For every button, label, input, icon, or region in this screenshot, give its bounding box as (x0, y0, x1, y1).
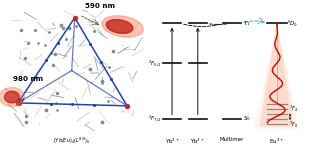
Ellipse shape (0, 87, 25, 107)
Text: Yb$^{3+}$: Yb$^{3+}$ (190, 137, 205, 146)
Text: $^7F_4$: $^7F_4$ (289, 104, 298, 114)
Text: $T_1$: $T_1$ (243, 19, 250, 28)
Ellipse shape (102, 16, 143, 37)
Text: $^2F_{7/2}$: $^2F_{7/2}$ (148, 114, 162, 123)
Polygon shape (254, 22, 299, 129)
Text: $^7F_0$: $^7F_0$ (289, 120, 298, 130)
Text: $^2F_{5/2}$: $^2F_{5/2}$ (148, 58, 162, 68)
Polygon shape (259, 22, 294, 127)
Text: Yb$^{3+}$: Yb$^{3+}$ (164, 137, 180, 146)
Text: Multimer: Multimer (220, 137, 244, 142)
Text: 980 nm: 980 nm (13, 76, 44, 82)
Ellipse shape (106, 20, 133, 33)
Text: $(Yb/Eu)_4(L^{R/S})_6$: $(Yb/Eu)_4(L^{R/S})_6$ (53, 135, 91, 146)
Ellipse shape (4, 91, 19, 103)
Text: $^5D_0$: $^5D_0$ (287, 18, 299, 29)
Text: $S_0$: $S_0$ (243, 114, 251, 123)
Text: 590 nm: 590 nm (85, 3, 115, 9)
Text: Eu$^{3+}$: Eu$^{3+}$ (269, 137, 284, 146)
